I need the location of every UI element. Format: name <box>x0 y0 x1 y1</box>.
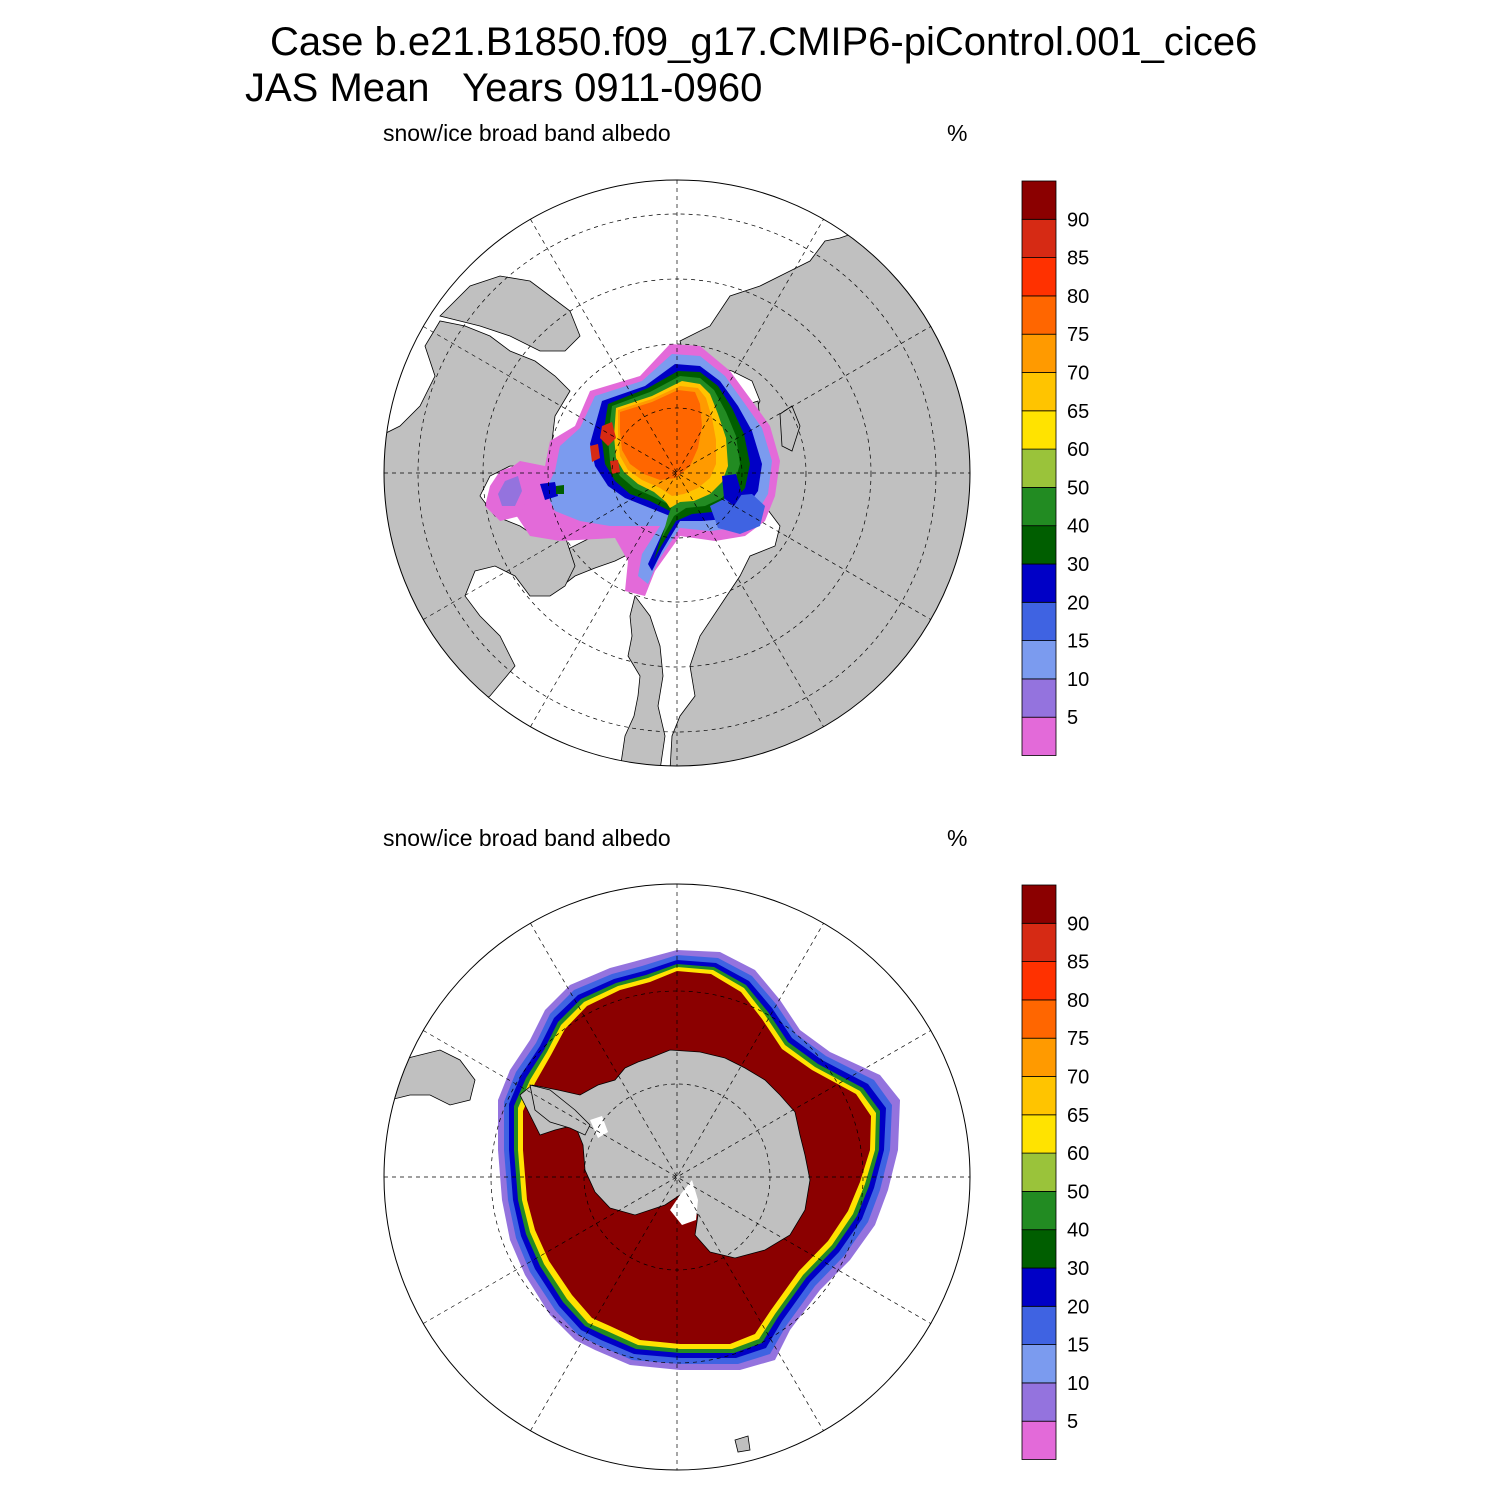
figure-subtitle: JAS Mean Years 0911-0960 <box>245 66 763 110</box>
north-colorbar-box <box>1021 257 1057 297</box>
north-colorbar-box <box>1021 448 1057 488</box>
north-colorbar-box <box>1021 218 1057 258</box>
south-colorbar-box <box>1021 884 1057 924</box>
south-colorbar-box <box>1021 999 1057 1039</box>
north-panel-variable-label: snow/ice broad band albedo <box>383 120 671 146</box>
north-colorbar: 5 10 15 20 30 40 50 60 65 70 75 80 85 90 <box>1021 180 1089 756</box>
north-colorbar-tick-label: 65 <box>1067 401 1089 423</box>
south-colorbar-tick-label: 75 <box>1067 1028 1089 1050</box>
south-colorbar-tick-label: 85 <box>1067 952 1089 974</box>
south-colorbar-box <box>1021 1037 1057 1077</box>
south-land-antarctic-peninsula <box>529 1084 591 1136</box>
south-panel-variable-label: snow/ice broad band albedo <box>383 825 671 851</box>
south-colorbar-box <box>1021 1152 1057 1192</box>
south-colorbar-box <box>1021 1305 1057 1345</box>
north-colorbar-box <box>1021 716 1057 756</box>
north-land-greenland-south <box>619 595 666 766</box>
north-colorbar-box <box>1021 525 1057 565</box>
north-colorbar-box <box>1021 486 1057 527</box>
north-polar-map <box>383 179 971 767</box>
south-land-antarctica <box>519 1049 811 1259</box>
south-colorbar-box <box>1021 1076 1057 1116</box>
south-colorbar-tick-label: 10 <box>1067 1373 1089 1395</box>
north-albedo-band-80 <box>620 390 702 480</box>
north-land-alaska <box>439 275 581 352</box>
north-colorbar-box <box>1021 601 1057 641</box>
south-land-south-georgia <box>734 1435 751 1453</box>
north-colorbar-tick-label: 20 <box>1067 592 1089 614</box>
north-map-border <box>383 179 971 767</box>
south-colorbar-box <box>1021 1267 1057 1307</box>
south-colorbar-tick-label: 70 <box>1067 1067 1089 1089</box>
south-colorbar-tick-label: 80 <box>1067 990 1089 1012</box>
north-colorbar-tick-label: 5 <box>1067 707 1078 729</box>
north-albedo-baffin-green <box>556 485 564 494</box>
north-colorbar-tick-label: 40 <box>1067 516 1089 538</box>
south-colorbar-tick-label: 90 <box>1067 913 1089 935</box>
south-colorbar-tick-label: 40 <box>1067 1220 1089 1242</box>
north-albedo-greenland-sea <box>710 494 765 534</box>
north-colorbar-tick-label: 80 <box>1067 286 1089 308</box>
north-land-novaya-zemlya <box>779 405 801 452</box>
south-colorbar-box <box>1021 1229 1057 1269</box>
north-albedo-field <box>485 344 780 596</box>
south-colorbar-tick-label: 65 <box>1067 1105 1089 1127</box>
north-colorbar-tick-label: 30 <box>1067 554 1089 576</box>
south-colorbar-tick-label: 20 <box>1067 1296 1089 1318</box>
south-colorbar-tick-label: 5 <box>1067 1411 1078 1433</box>
north-colorbar-tick-label: 85 <box>1067 248 1089 270</box>
south-colorbar-tick-label: 50 <box>1067 1181 1089 1203</box>
north-colorbar-box <box>1021 410 1057 450</box>
north-colorbar-tick-label: 60 <box>1067 439 1089 461</box>
south-colorbar: 5 10 15 20 30 40 50 60 65 70 75 80 85 90 <box>1021 884 1089 1460</box>
north-colorbar-box <box>1021 295 1057 335</box>
north-colorbar-tick-label: 10 <box>1067 669 1089 691</box>
north-albedo-band-90 <box>590 422 620 474</box>
north-colorbar-box <box>1021 333 1057 373</box>
south-polar-map <box>383 883 971 1471</box>
north-colorbar-box <box>1021 180 1057 220</box>
north-panel-units-label: % <box>947 120 968 146</box>
south-colorbar-box <box>1021 1190 1057 1231</box>
south-panel-units-label: % <box>947 825 968 851</box>
south-colorbar-tick-label: 30 <box>1067 1258 1089 1280</box>
figure-title: Case b.e21.B1850.f09_g17.CMIP6-piControl… <box>270 20 1258 64</box>
north-colorbar-tick-label: 50 <box>1067 477 1089 499</box>
south-colorbar-box <box>1021 961 1057 1001</box>
north-colorbar-box <box>1021 640 1057 680</box>
south-map-border <box>383 883 971 1471</box>
north-colorbar-box <box>1021 678 1057 718</box>
north-colorbar-tick-label: 70 <box>1067 363 1089 385</box>
north-graticule <box>384 180 970 766</box>
south-colorbar-box <box>1021 1420 1057 1460</box>
south-colorbar-box <box>1021 1344 1057 1384</box>
south-colorbar-box <box>1021 1114 1057 1154</box>
south-colorbar-box <box>1021 1382 1057 1422</box>
south-colorbar-tick-label: 15 <box>1067 1335 1089 1357</box>
north-colorbar-tick-label: 15 <box>1067 631 1089 653</box>
north-colorbar-box <box>1021 563 1057 603</box>
north-albedo-hudson-bay-inner <box>498 476 522 506</box>
south-colorbar-tick-label: 60 <box>1067 1143 1089 1165</box>
north-colorbar-tick-label: 90 <box>1067 209 1089 231</box>
north-colorbar-box <box>1021 372 1057 412</box>
north-colorbar-tick-label: 75 <box>1067 324 1089 346</box>
south-land-south-america <box>389 1049 476 1106</box>
south-graticule <box>384 884 970 1470</box>
south-colorbar-box <box>1021 922 1057 962</box>
